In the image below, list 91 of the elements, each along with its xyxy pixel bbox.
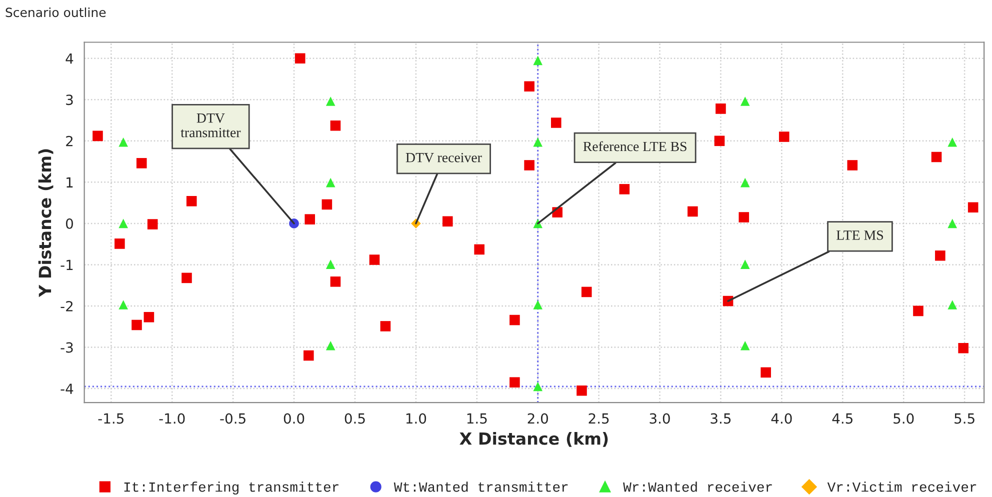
x-tick-label: 3.5 — [710, 413, 731, 424]
point — [714, 136, 725, 146]
point — [948, 300, 958, 310]
x-axis-title: X Distance (km) — [460, 432, 608, 447]
point — [968, 202, 978, 212]
point — [442, 216, 453, 227]
x-tick-label: 5.0 — [894, 413, 914, 424]
annotation: LTE MS — [836, 230, 883, 240]
point — [524, 81, 534, 92]
point — [740, 96, 750, 106]
point — [740, 178, 750, 188]
point — [533, 56, 543, 66]
point — [147, 219, 158, 230]
point — [330, 276, 341, 287]
point — [294, 53, 306, 64]
point — [931, 152, 942, 162]
y-tick-label: -2 — [60, 300, 73, 312]
point — [322, 199, 332, 210]
x-tick-label: -1.5 — [98, 413, 124, 424]
point — [533, 382, 543, 392]
point — [118, 137, 128, 147]
annotation: Reference LTE BS — [583, 141, 686, 152]
point — [118, 218, 128, 228]
point — [92, 130, 103, 142]
point — [474, 244, 484, 255]
point — [688, 206, 698, 217]
point — [533, 137, 543, 147]
legend-label: Wt:Wanted transmitter — [394, 482, 568, 492]
point — [144, 312, 154, 322]
point — [136, 158, 147, 168]
y-tick-label: 0 — [66, 218, 73, 229]
point — [118, 300, 128, 310]
point — [576, 385, 587, 396]
legend-label: Wr:Wanted receiver — [623, 482, 772, 492]
x-tick-label: 4.0 — [771, 413, 792, 424]
point — [738, 212, 750, 222]
point — [958, 342, 968, 354]
point — [132, 320, 142, 330]
x-tick-label: 5.5 — [954, 413, 974, 424]
point — [581, 286, 592, 298]
y-tick-label: -1 — [60, 260, 73, 270]
point — [619, 184, 630, 194]
point — [740, 260, 750, 269]
y-tick-label: 4 — [66, 53, 74, 64]
x-tick-label: -0.5 — [220, 413, 246, 424]
x-tick-label: 3.0 — [650, 413, 670, 424]
point — [760, 367, 771, 378]
point — [326, 340, 336, 350]
point — [369, 254, 380, 265]
x-tick-label: 4.5 — [832, 413, 852, 424]
point — [740, 340, 750, 350]
point — [948, 218, 958, 228]
y-tick-label: -4 — [60, 384, 74, 394]
annotation: DTV receiver — [406, 152, 482, 162]
point — [510, 314, 520, 326]
x-tick-label: 0.0 — [284, 413, 304, 424]
point — [330, 120, 341, 131]
point — [380, 321, 391, 332]
x-tick-label: 1.0 — [406, 413, 426, 424]
point — [847, 160, 858, 170]
point — [303, 350, 314, 361]
y-tick-label: 2 — [66, 136, 73, 146]
annotation: DTV transmitter — [180, 114, 241, 138]
point — [326, 178, 336, 188]
x-tick-label: 1.5 — [467, 413, 487, 424]
x-tick-label: 0.5 — [344, 413, 365, 424]
point — [550, 118, 562, 128]
chart-title: Scenario outline — [6, 7, 106, 18]
point — [114, 238, 125, 249]
point — [182, 272, 192, 284]
point — [778, 132, 790, 142]
x-tick-label: 2.5 — [588, 413, 609, 424]
y-axis-title: Y Distance (km) — [38, 149, 54, 298]
point — [913, 306, 924, 316]
point — [948, 137, 958, 147]
y-tick-label: -3 — [60, 342, 73, 353]
point — [716, 104, 726, 114]
point — [510, 377, 520, 388]
x-tick-label: 2.0 — [528, 413, 548, 424]
legend-label: It:Interfering transmitter — [124, 482, 338, 495]
point — [186, 196, 197, 206]
y-tick-label: 3 — [66, 94, 73, 106]
point — [533, 300, 543, 310]
point — [935, 250, 946, 261]
x-tick-label: -1.0 — [159, 413, 185, 424]
point — [326, 96, 336, 106]
point — [326, 260, 336, 269]
y-tick-label: 1 — [66, 177, 73, 188]
legend-label: Vr:Victim receiver — [827, 482, 976, 492]
point — [304, 214, 316, 224]
point — [524, 160, 534, 170]
